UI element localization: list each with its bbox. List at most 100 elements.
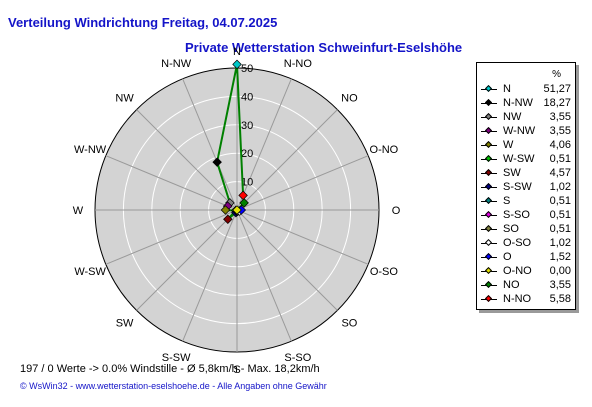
legend: % N 51,27 N-NW 18,27 NW 3,55 W-NW 3,55 W 4,06 W-SW… (476, 62, 576, 310)
wind-statistics: 197 / 0 Werte -> 0.0% Windstille - Ø 5,8… (20, 363, 320, 375)
data-point-n-nw (212, 157, 222, 167)
legend-marker (484, 98, 493, 107)
legend-value: 0,51 (549, 223, 571, 235)
legend-label: NW (503, 111, 522, 123)
direction-label-w-nw: W-NW (74, 144, 107, 156)
legend-value: 1,02 (549, 237, 571, 249)
legend-marker (484, 252, 493, 261)
legend-label: W (503, 139, 514, 151)
legend-label: O-NO (503, 265, 532, 277)
legend-label: O (503, 251, 512, 263)
legend-label: S (503, 195, 511, 207)
legend-item-o: O 1,52 (477, 251, 575, 265)
legend-label: N-NW (503, 97, 533, 109)
legend-label: SO (503, 223, 519, 235)
legend-item-n: N 51,27 (477, 83, 575, 97)
legend-label: O-SO (503, 237, 532, 249)
legend-item-no: NO 3,55 (477, 279, 575, 293)
spoke-sw (136, 209, 238, 311)
direction-label-s-sw: S-SW (162, 352, 191, 364)
spoke-w-sw (105, 209, 238, 265)
data-point-no (239, 198, 249, 208)
spoke-n-nw (182, 78, 238, 211)
legend-value: 1,52 (549, 251, 571, 263)
legend-value: 3,55 (549, 111, 571, 123)
direction-label-s: S (233, 364, 240, 376)
legend-marker (484, 266, 493, 275)
legend-unit: % (552, 69, 561, 80)
legend-marker (484, 196, 493, 205)
legend-marker (484, 210, 493, 219)
data-point-sw (223, 214, 233, 224)
r-tick-label: 50 (241, 63, 253, 75)
legend-value: 0,51 (549, 209, 571, 221)
legend-item-s-so: S-SO 0,51 (477, 209, 575, 223)
r-tick-label: 30 (241, 120, 253, 132)
spoke-nw (136, 109, 238, 211)
direction-label-n: N (233, 46, 241, 58)
legend-item-o-no: O-NO 0,00 (477, 265, 575, 279)
legend-label: NO (503, 279, 520, 291)
legend-label: N (503, 83, 511, 95)
spoke-o-so (236, 209, 369, 265)
legend-value: 0,00 (549, 265, 571, 277)
station-title: Private Wetterstation Schweinfurt-Eselsh… (185, 40, 463, 55)
legend-item-s: S 0,51 (477, 195, 575, 209)
spoke-so (236, 209, 338, 311)
direction-label-o-no: O-NO (370, 144, 399, 156)
data-point-o-no (232, 205, 242, 215)
legend-marker (484, 280, 493, 289)
legend-marker (484, 238, 493, 247)
direction-label-n-nw: N-NW (161, 58, 192, 70)
legend-marker (484, 154, 493, 163)
direction-label-so: SO (341, 317, 357, 329)
spoke-no (236, 109, 338, 211)
spoke-s-so (236, 209, 292, 342)
legend-marker (484, 168, 493, 177)
legend-item-w: W 4,06 (477, 139, 575, 153)
legend-marker (484, 126, 493, 135)
direction-label-o: O (392, 205, 401, 217)
legend-item-nw: NW 3,55 (477, 111, 575, 125)
legend-marker (484, 140, 493, 149)
legend-item-n-nw: N-NW 18,27 (477, 97, 575, 111)
chart-title: Verteilung Windrichtung Freitag, 04.07.2… (8, 15, 278, 30)
legend-item-n-no: N-NO 5,58 (477, 293, 575, 307)
direction-label-sw: SW (116, 317, 134, 329)
legend-item-o-so: O-SO 1,02 (477, 237, 575, 251)
data-point-n (232, 59, 242, 70)
r-tick-label: 20 (241, 148, 253, 160)
legend-value: 0,51 (549, 153, 571, 165)
legend-item-so: SO 0,51 (477, 223, 575, 237)
legend-value: 3,55 (549, 279, 571, 291)
spoke-o-no (236, 155, 369, 211)
legend-label: W-NW (503, 125, 536, 137)
legend-value: 1,02 (549, 181, 571, 193)
direction-label-no: NO (341, 93, 358, 105)
r-tick-label: 10 (241, 177, 253, 189)
copyright-note: © WsWin32 - www.wetterstation-eselshoehe… (20, 381, 327, 391)
legend-value: 5,58 (549, 293, 571, 305)
legend-item-w-nw: W-NW 3,55 (477, 125, 575, 139)
legend-marker (484, 112, 493, 121)
legend-label: S-SO (503, 209, 530, 221)
legend-item-sw: SW 4,57 (477, 167, 575, 181)
legend-value: 4,06 (549, 139, 571, 151)
direction-label-s-so: S-SO (284, 352, 311, 364)
legend-marker (484, 224, 493, 233)
legend-item-w-sw: W-SW 0,51 (477, 153, 575, 167)
legend-marker (484, 182, 493, 191)
legend-label: SW (503, 167, 521, 179)
direction-label-nw: NW (115, 93, 134, 105)
legend-value: 51,27 (543, 83, 571, 95)
legend-label: S-SW (503, 181, 532, 193)
legend-value: 3,55 (549, 125, 571, 137)
legend-value: 4,57 (549, 167, 571, 179)
direction-label-w-sw: W-SW (74, 266, 106, 278)
legend-marker (484, 294, 493, 303)
direction-label-o-so: O-SO (370, 266, 399, 278)
data-point-w (220, 205, 231, 215)
r-tick-label: 40 (241, 91, 253, 103)
legend-marker (484, 84, 493, 93)
